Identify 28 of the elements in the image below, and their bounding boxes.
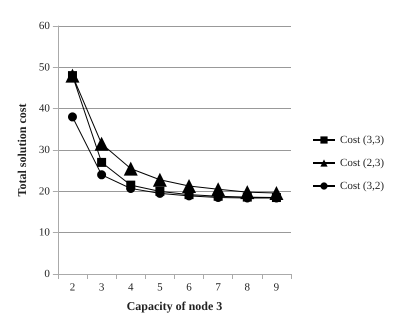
point [152, 172, 167, 187]
x-axis-title: Capacity of node 3 [126, 299, 222, 313]
x-tick-label: 8 [244, 282, 251, 294]
y-axis-title: Total solution cost [15, 104, 29, 196]
point [94, 136, 109, 151]
y-tick-label: 60 [38, 20, 50, 32]
y-tick-label: 20 [38, 185, 50, 198]
y-tick-label: 30 [38, 144, 50, 156]
point [97, 170, 106, 180]
legend-label: Cost (2,3) [340, 157, 384, 169]
x-tick-label: 6 [186, 282, 192, 294]
legend-label: Cost (3,2) [340, 180, 384, 192]
point [182, 178, 196, 193]
x-tick-label: 5 [157, 282, 164, 294]
y-tick-label: 10 [38, 226, 50, 239]
x-tick-label: 4 [128, 282, 134, 294]
x-tick-label: 9 [274, 282, 280, 294]
point [97, 158, 106, 167]
y-tick-label: 0 [44, 268, 50, 280]
y-tick-label: 50 [38, 61, 50, 74]
legend-label: Cost (3,3) [340, 134, 384, 146]
point [65, 68, 80, 83]
x-tick-label: 7 [215, 282, 222, 294]
point [68, 112, 77, 122]
x-tick-label: 3 [98, 282, 105, 294]
point [124, 162, 138, 176]
y-tick-label: 40 [38, 102, 50, 115]
x-tick-label: 2 [70, 282, 76, 294]
